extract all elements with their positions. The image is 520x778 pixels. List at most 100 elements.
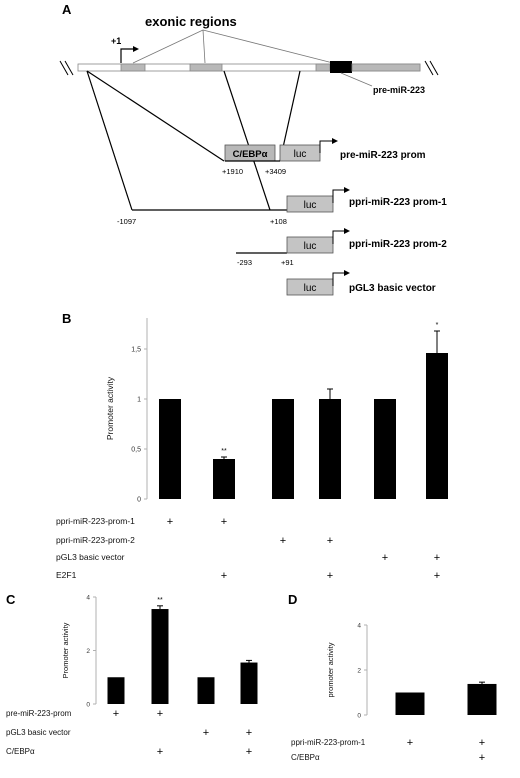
y-tick-label: 1,5 xyxy=(131,347,141,354)
panel-d-letter: D xyxy=(288,592,297,607)
bar xyxy=(395,692,425,715)
y-axis-label: Promoter activity xyxy=(105,376,115,440)
exon-callout-line xyxy=(202,29,334,64)
luc-label: luc xyxy=(294,149,307,160)
significance-marker: ** xyxy=(221,448,227,455)
pre-mir-label: pre-miR-223 xyxy=(373,85,425,95)
y-tick-label: 0 xyxy=(86,702,90,709)
condition-mark: + xyxy=(434,570,440,582)
panel-b-letter: B xyxy=(62,311,71,326)
exon-callout-line xyxy=(202,29,206,64)
transcription-arrow-head xyxy=(344,228,350,234)
condition-label: C/EBPα xyxy=(291,753,320,762)
condition-label: pre-miR-223-prom xyxy=(6,709,72,718)
construct-start: -1097 xyxy=(117,217,136,226)
condition-label: ppri-miR-223-prom-1 xyxy=(291,738,366,747)
transcription-arrow xyxy=(332,230,344,244)
projection-line xyxy=(86,70,225,162)
condition-mark: + xyxy=(167,516,173,528)
significance-marker: ** xyxy=(157,597,163,604)
y-tick-label: 1 xyxy=(137,397,141,404)
condition-label: ppri-miR-223-prom-1 xyxy=(56,516,135,526)
bar xyxy=(272,399,294,499)
construct-pgl3-basic: luc pGL3 basic vector xyxy=(286,270,436,296)
condition-label: pGL3 basic vector xyxy=(56,552,125,562)
condition-mark: + xyxy=(157,708,163,720)
exon-box xyxy=(189,63,223,72)
condition-mark: + xyxy=(479,752,485,764)
construct-start: +1910 xyxy=(222,167,243,176)
condition-mark: + xyxy=(407,737,413,749)
condition-mark: + xyxy=(382,552,388,564)
bar xyxy=(426,353,448,499)
construct-start: -293 xyxy=(237,258,252,267)
y-tick-label: 4 xyxy=(86,595,90,602)
construct-name: pGL3 basic vector xyxy=(349,283,436,294)
y-axis-label: Promoter activity xyxy=(61,622,70,678)
transcription-arrow xyxy=(332,189,344,203)
condition-label: C/EBPα xyxy=(6,747,35,756)
pre-mir-223-box xyxy=(330,61,352,73)
exonic-regions-label: exonic regions xyxy=(145,14,237,29)
construct-name: ppri-miR-223 prom-1 xyxy=(349,197,447,208)
exon-callout-line xyxy=(132,29,204,64)
projection-line xyxy=(86,70,133,211)
transcription-arrow-head xyxy=(332,138,338,144)
break-mark-left xyxy=(64,60,74,76)
y-tick-label: 2 xyxy=(86,648,90,655)
condition-mark: + xyxy=(221,516,227,528)
bar xyxy=(197,677,215,704)
transcription-arrow-head xyxy=(344,187,350,193)
luc-box xyxy=(286,236,334,254)
luc-box xyxy=(286,278,334,296)
condition-mark: + xyxy=(157,746,163,758)
condition-label: E2F1 xyxy=(56,570,77,580)
bar xyxy=(374,399,396,499)
construct-end: +3409 xyxy=(265,167,286,176)
luc-label: luc xyxy=(304,200,317,211)
construct-name: pre-miR-223 prom xyxy=(340,150,426,161)
condition-mark: + xyxy=(479,737,485,749)
bar xyxy=(159,399,181,499)
y-tick-label: 4 xyxy=(357,623,361,630)
bar xyxy=(319,399,341,499)
luc-label: luc xyxy=(304,283,317,294)
condition-label: pGL3 basic vector xyxy=(6,728,71,737)
tss-label: +1 xyxy=(111,36,121,46)
construct-ppri-prom-2: luc ppri-miR-223 prom-2 -293 +91 xyxy=(236,228,447,267)
condition-mark: + xyxy=(280,535,286,547)
break-mark-left xyxy=(59,60,69,76)
exon-box xyxy=(351,63,421,72)
y-tick-label: 0 xyxy=(137,497,141,504)
luc-box xyxy=(286,195,334,213)
construct-end: +108 xyxy=(270,217,287,226)
chart-panel-d: 0 2 4 promoter activity ppri-miR-223-prom-1 +… xyxy=(291,623,497,764)
panel-a: A exonic regions +1 pre-miR-223 C/EBPα xyxy=(59,2,447,296)
condition-mark: + xyxy=(246,746,252,758)
condition-mark: + xyxy=(327,570,333,582)
transcription-arrow xyxy=(332,272,344,286)
y-tick-label: 0 xyxy=(357,713,361,720)
projection-line xyxy=(223,70,271,211)
condition-mark: + xyxy=(327,535,333,547)
construct-ppri-prom-1: luc ppri-miR-223 prom-1 -1097 +108 xyxy=(117,187,447,226)
construct-name: ppri-miR-223 prom-2 xyxy=(349,239,447,250)
break-mark-right xyxy=(424,60,434,76)
condition-mark: + xyxy=(246,727,252,739)
panel-a-letter: A xyxy=(62,2,72,17)
y-tick-label: 0,5 xyxy=(131,447,141,454)
tss-arrow-head xyxy=(133,46,139,52)
condition-mark: + xyxy=(434,552,440,564)
y-axis-label: promoter activity xyxy=(326,642,335,697)
transcription-arrow-head xyxy=(344,270,350,276)
significance-marker: * xyxy=(436,322,439,329)
condition-mark: + xyxy=(221,570,227,582)
panel-c-letter: C xyxy=(6,592,16,607)
condition-mark: + xyxy=(203,727,209,739)
exon-box xyxy=(120,63,146,72)
construct-end: +91 xyxy=(281,258,294,267)
bar xyxy=(107,677,125,704)
chart-panel-c: 0 2 4 Promoter activity ** pre-miR-223-prom + +… xyxy=(6,595,258,758)
